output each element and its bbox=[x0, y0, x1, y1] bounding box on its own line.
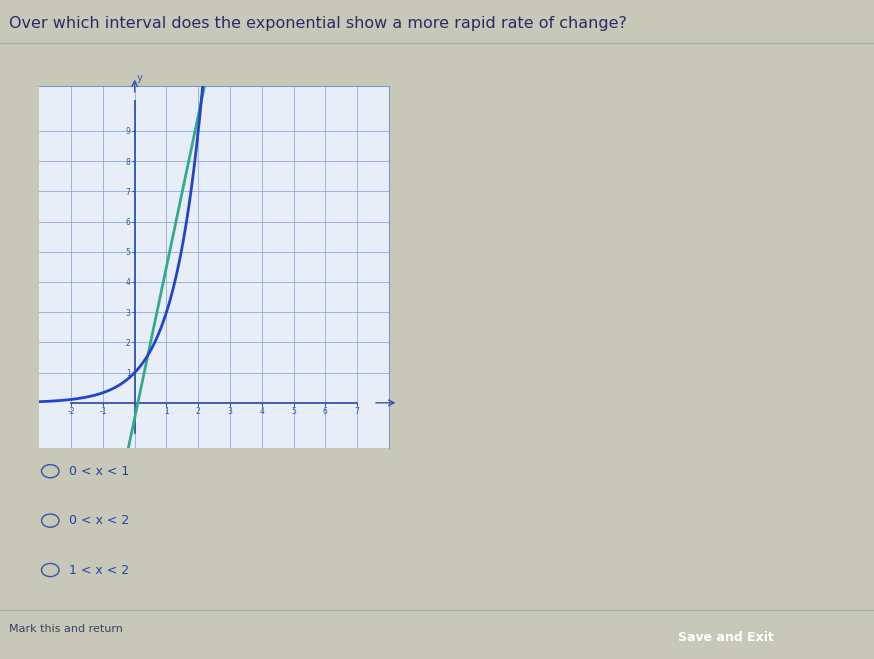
Text: 1 < x < 2: 1 < x < 2 bbox=[69, 563, 129, 577]
Text: y: y bbox=[136, 72, 142, 82]
Text: Over which interval does the exponential show a more rapid rate of change?: Over which interval does the exponential… bbox=[9, 16, 627, 32]
Text: Mark this and return: Mark this and return bbox=[9, 624, 122, 635]
Text: 0 < x < 2: 0 < x < 2 bbox=[69, 514, 129, 527]
Text: 0 < x < 1: 0 < x < 1 bbox=[69, 465, 129, 478]
Text: Save and Exit: Save and Exit bbox=[677, 631, 773, 644]
